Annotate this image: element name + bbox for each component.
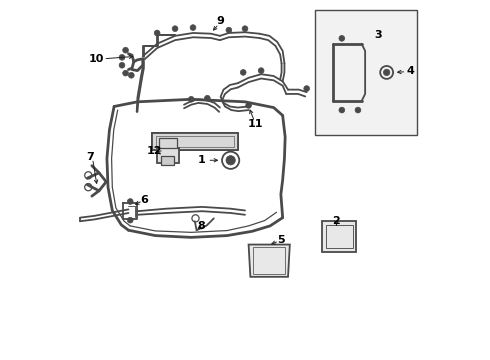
Circle shape xyxy=(122,70,128,76)
Circle shape xyxy=(190,25,196,31)
Bar xyxy=(322,221,356,252)
Circle shape xyxy=(355,107,361,113)
Text: 8: 8 xyxy=(197,221,205,231)
Circle shape xyxy=(127,199,133,204)
Text: 4: 4 xyxy=(406,66,414,76)
Bar xyxy=(326,225,353,248)
Circle shape xyxy=(122,47,128,53)
Polygon shape xyxy=(248,244,290,277)
Circle shape xyxy=(258,68,264,73)
Circle shape xyxy=(304,86,310,91)
Circle shape xyxy=(188,96,194,102)
Text: 6: 6 xyxy=(140,195,148,205)
Circle shape xyxy=(172,26,178,32)
Circle shape xyxy=(240,69,246,75)
Circle shape xyxy=(119,54,125,60)
Bar xyxy=(157,148,179,163)
Bar xyxy=(161,156,174,165)
Circle shape xyxy=(204,95,210,101)
Bar xyxy=(315,10,417,135)
Circle shape xyxy=(339,36,344,41)
Text: 2: 2 xyxy=(333,216,341,226)
Text: 10: 10 xyxy=(89,54,104,64)
Circle shape xyxy=(128,72,134,78)
Circle shape xyxy=(226,156,235,165)
Circle shape xyxy=(154,30,160,36)
Circle shape xyxy=(226,27,232,33)
Text: 3: 3 xyxy=(374,30,382,40)
Circle shape xyxy=(242,26,248,32)
Circle shape xyxy=(119,62,125,68)
Text: 11: 11 xyxy=(248,120,264,129)
Text: 1: 1 xyxy=(198,155,206,165)
Bar xyxy=(152,134,238,149)
Circle shape xyxy=(245,103,251,108)
Text: 7: 7 xyxy=(86,152,94,162)
Circle shape xyxy=(127,217,133,223)
Circle shape xyxy=(339,107,344,113)
Bar xyxy=(159,138,177,148)
Text: 12: 12 xyxy=(147,145,162,156)
Text: 5: 5 xyxy=(277,235,285,245)
Bar xyxy=(253,247,285,274)
Text: 9: 9 xyxy=(216,17,224,27)
Bar xyxy=(156,136,234,147)
Circle shape xyxy=(383,69,390,76)
